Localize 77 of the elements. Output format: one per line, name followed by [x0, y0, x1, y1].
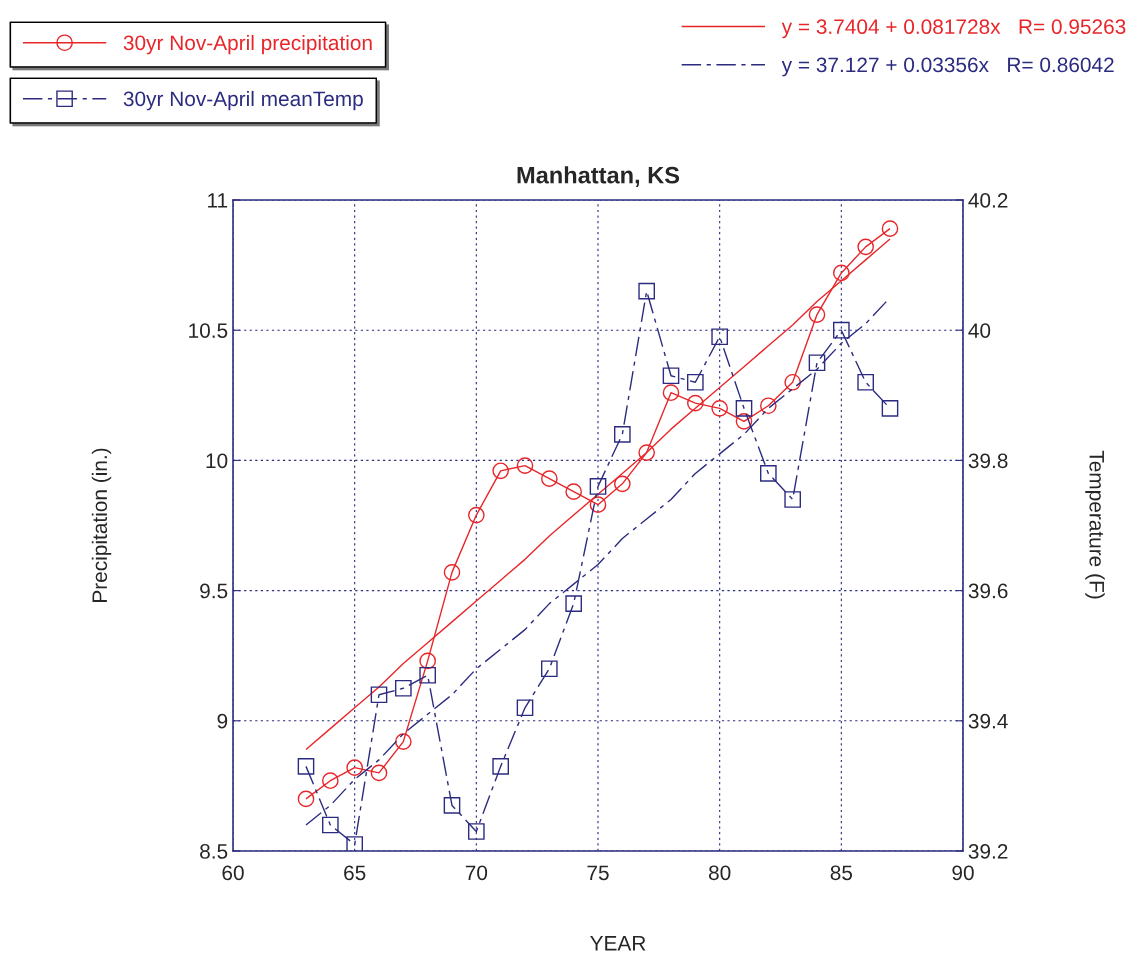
- x-tick-label: 70: [465, 865, 488, 881]
- point: [857, 238, 875, 256]
- point: [638, 444, 656, 461]
- point: [394, 679, 412, 697]
- y2-axis-title: Temperature (F): [1085, 450, 1105, 599]
- point: [492, 462, 510, 480]
- y2-tick-label: 39.2: [968, 844, 1008, 859]
- y-tick-label: 9.5: [200, 583, 228, 599]
- y-tick-label: 9: [217, 713, 228, 729]
- x-tick-label: 75: [587, 865, 609, 881]
- point: [784, 373, 802, 391]
- point: [808, 306, 826, 323]
- point: [467, 823, 485, 840]
- point: [711, 328, 729, 346]
- y2-tick-label: 40: [968, 323, 991, 338]
- point: [565, 595, 583, 612]
- point: [297, 790, 315, 808]
- point: [832, 321, 850, 339]
- point: [759, 397, 777, 415]
- x-tick-label: 85: [830, 865, 853, 881]
- point: [662, 367, 680, 385]
- y2-tick-label: 39.6: [968, 583, 1008, 599]
- point: [857, 373, 875, 391]
- point: [321, 772, 339, 790]
- point: [759, 465, 777, 482]
- point: [638, 282, 656, 300]
- point: [808, 354, 826, 372]
- point: [492, 758, 510, 775]
- point: [321, 816, 339, 834]
- point: [419, 666, 437, 684]
- x-tick-label: 80: [708, 865, 731, 881]
- point: [735, 399, 753, 417]
- x-tick-label: 90: [952, 865, 974, 881]
- y-tick-label: 10: [206, 453, 228, 469]
- point: [346, 759, 364, 777]
- point: [735, 413, 753, 430]
- point: [881, 399, 899, 417]
- y-tick-label: 10.5: [189, 323, 228, 338]
- point: [394, 733, 412, 750]
- point: [370, 764, 388, 782]
- point: [784, 491, 802, 508]
- point: [832, 264, 850, 282]
- y-tick-label: 8.5: [200, 844, 228, 859]
- legend-label: 30yr Nov-April precipitation: [123, 34, 372, 55]
- point: [443, 797, 461, 814]
- point: [711, 399, 729, 417]
- y-axis-title: Precipitation (in.): [91, 448, 112, 602]
- y2-tick-label: 40.2: [968, 193, 1008, 208]
- y2-tick-label: 39.8: [968, 453, 1008, 469]
- point: [516, 699, 534, 717]
- point: [297, 758, 315, 775]
- point: [443, 564, 461, 581]
- legend-label: y = 37.127 + 0.03356x R= 0.86042: [781, 57, 1114, 77]
- point: [589, 496, 607, 514]
- point: [686, 394, 704, 412]
- point: [540, 470, 558, 487]
- point: [516, 457, 534, 474]
- x-tick-label: 65: [344, 865, 366, 881]
- y-tick-label: 11: [208, 193, 228, 208]
- point: [565, 483, 583, 500]
- legend-label: 30yr Nov-April meanTemp: [123, 90, 363, 111]
- point: [662, 384, 680, 402]
- point: [419, 652, 437, 670]
- point: [467, 506, 485, 524]
- legend-label: y = 3.7404 + 0.081728x R= 0.95263: [781, 19, 1126, 39]
- x-tick-label: 60: [222, 865, 244, 881]
- y2-tick-label: 39.4: [968, 713, 1008, 729]
- point: [370, 686, 388, 704]
- point: [589, 478, 607, 495]
- x-axis-title: YEAR: [590, 936, 646, 951]
- point: [540, 660, 558, 678]
- point: [346, 836, 364, 851]
- point: [686, 373, 704, 391]
- point: [881, 220, 899, 237]
- point: [613, 475, 631, 493]
- chart-title: Manhattan, KS: [517, 166, 680, 187]
- point: [613, 426, 631, 443]
